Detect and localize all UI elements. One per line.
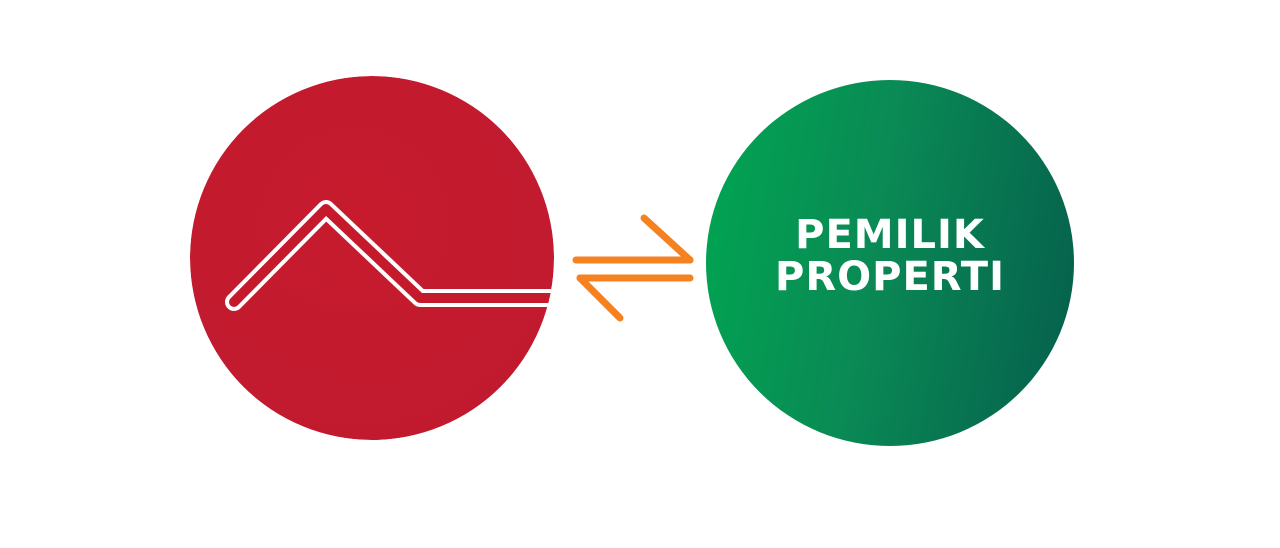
roof-house-icon bbox=[190, 76, 554, 440]
pemilik-properti-logo: PEMILIK PROPERTI bbox=[706, 80, 1074, 446]
roof-house-logo bbox=[190, 76, 554, 440]
wordmark: PEMILIK PROPERTI bbox=[775, 214, 1005, 298]
wordmark-line-1: PEMILIK bbox=[795, 212, 985, 258]
wordmark-line-2: PROPERTI bbox=[775, 254, 1005, 300]
exchange-arrows bbox=[572, 212, 698, 324]
swap-arrows-icon bbox=[572, 214, 694, 322]
